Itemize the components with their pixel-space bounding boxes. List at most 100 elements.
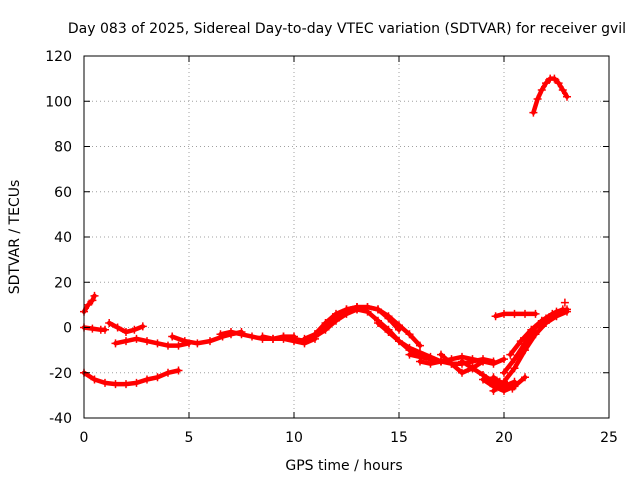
y-tick-label: 80: [54, 140, 72, 156]
x-tick-label: 15: [390, 430, 408, 446]
data-point: [353, 305, 361, 314]
data-point: [130, 325, 139, 334]
data-point: [489, 386, 498, 395]
chart-title: Day 083 of 2025, Sidereal Day-to-day VTE…: [68, 21, 626, 37]
data-point: [558, 305, 567, 314]
series-arc-recover-c: [506, 305, 567, 359]
data-point: [506, 350, 515, 359]
x-tick-label: 5: [185, 430, 194, 446]
data-point: [269, 334, 277, 343]
data-point: [311, 330, 319, 339]
data-point: [447, 359, 456, 368]
data-point: [113, 323, 122, 332]
data-point: [90, 375, 99, 384]
series-arc-high-peak: [529, 74, 571, 117]
data-point: [468, 364, 477, 373]
data-point: [468, 355, 477, 364]
data-point: [180, 337, 189, 346]
data-point: [174, 341, 183, 350]
data-point: [88, 324, 97, 333]
data-point: [143, 375, 151, 384]
y-axis-label: SDTVAR / TECUs: [7, 180, 23, 295]
data-point: [84, 300, 93, 309]
data-point: [458, 368, 466, 377]
data-point: [516, 337, 525, 346]
data-point: [111, 380, 120, 389]
data-point: [529, 108, 538, 117]
data-point: [290, 334, 298, 343]
data-point: [153, 339, 162, 348]
data-point: [168, 332, 177, 341]
data-point: [321, 318, 330, 327]
x-tick-label: 20: [495, 430, 513, 446]
x-tick-label: 25: [600, 430, 618, 446]
data-point: [384, 328, 393, 337]
tick-layer: 0 5 10 15 20 25 -40 -20 0 20 40 60 80 100 120: [45, 49, 618, 446]
data-point: [527, 325, 536, 334]
data-point: [500, 386, 508, 395]
data-point: [153, 373, 162, 382]
data-point: [558, 85, 567, 94]
data-point: [164, 341, 172, 350]
data-point: [458, 357, 466, 366]
data-point: [374, 305, 382, 314]
x-axis-label: GPS time / hours: [285, 458, 402, 474]
data-point: [206, 337, 214, 346]
data-point: [88, 296, 97, 305]
data-point: [279, 332, 288, 341]
series-line: [81, 293, 97, 314]
data-point: [374, 318, 382, 327]
data-point: [491, 312, 500, 321]
series-line: [81, 368, 181, 387]
data-point: [500, 309, 508, 318]
data-point: [521, 339, 529, 348]
data-point: [138, 322, 147, 331]
data-point: [548, 309, 557, 318]
data-point: [508, 384, 517, 393]
y-tick-label: 60: [54, 185, 72, 201]
data-layer: [80, 74, 571, 395]
data-point: [105, 318, 114, 327]
data-point: [510, 309, 519, 318]
data-point: [132, 378, 141, 387]
data-point: [363, 307, 372, 316]
data-point: [384, 312, 393, 321]
data-point: [216, 330, 225, 339]
data-point: [405, 330, 414, 339]
data-point: [122, 337, 130, 346]
y-tick-label: 100: [45, 94, 72, 110]
data-point: [521, 309, 529, 318]
data-point: [437, 350, 445, 359]
series-arc-zero-early: [80, 323, 109, 334]
data-point: [300, 334, 309, 343]
data-point: [437, 357, 445, 366]
data-point: [143, 337, 151, 346]
data-point: [405, 350, 414, 359]
series-arc-early-mid: [105, 318, 147, 337]
y-tick-label: 0: [63, 321, 72, 337]
data-point: [510, 355, 519, 364]
data-point: [405, 343, 414, 352]
data-point: [489, 373, 498, 382]
data-point: [248, 332, 256, 341]
data-point: [101, 378, 109, 387]
x-tick-label: 0: [80, 430, 89, 446]
data-point: [395, 321, 403, 330]
data-point: [101, 325, 109, 334]
data-point: [479, 375, 487, 384]
data-point: [500, 377, 508, 386]
data-point: [533, 94, 542, 103]
data-point: [164, 368, 172, 377]
series-arc-flat-19-21: [491, 309, 540, 321]
data-point: [122, 380, 130, 389]
data-point: [426, 359, 435, 368]
x-tick-label: 10: [285, 430, 303, 446]
data-point: [258, 332, 267, 341]
data-point: [342, 305, 351, 314]
data-point: [111, 339, 120, 348]
data-point: [193, 339, 202, 348]
series-line: [491, 309, 570, 394]
